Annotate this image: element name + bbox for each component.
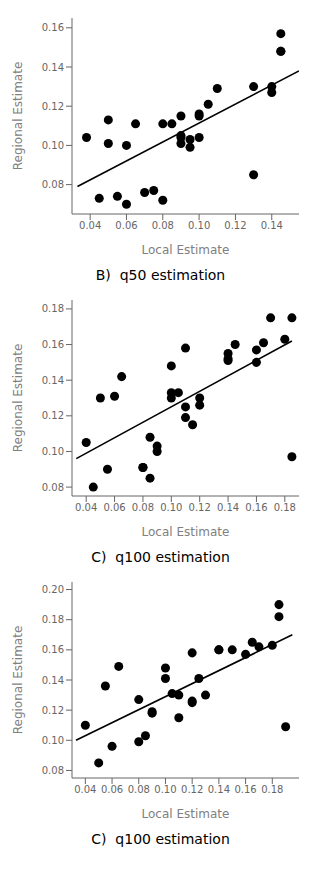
svg-text:0.18: 0.18 [261, 784, 283, 795]
svg-text:0.12: 0.12 [189, 502, 211, 513]
svg-text:0.04: 0.04 [75, 502, 97, 513]
svg-text:0.08: 0.08 [42, 765, 64, 776]
svg-text:Local Estimate: Local Estimate [142, 525, 230, 539]
svg-text:0.12: 0.12 [224, 220, 246, 231]
svg-text:Regional Estimate: Regional Estimate [11, 626, 25, 735]
svg-text:0.06: 0.06 [103, 502, 125, 513]
svg-text:0.08: 0.08 [132, 502, 154, 513]
svg-text:0.16: 0.16 [245, 502, 267, 513]
svg-text:Local Estimate: Local Estimate [142, 243, 230, 257]
svg-text:0.10: 0.10 [42, 735, 64, 746]
svg-text:0.18: 0.18 [274, 502, 296, 513]
svg-text:0.12: 0.12 [42, 101, 64, 112]
svg-text:0.16: 0.16 [42, 339, 64, 350]
svg-text:0.14: 0.14 [42, 62, 64, 73]
svg-text:0.10: 0.10 [160, 502, 182, 513]
svg-text:0.12: 0.12 [42, 705, 64, 716]
html-text:C) q100 estimation: C) q100 estimation [91, 831, 230, 847]
svg-text:0.06: 0.06 [101, 784, 123, 795]
svg-text:0.12: 0.12 [42, 410, 64, 421]
svg-text:Regional Estimate: Regional Estimate [11, 344, 25, 453]
svg-text:0.20: 0.20 [42, 584, 64, 595]
svg-text:0.08: 0.08 [128, 784, 150, 795]
svg-text:Regional Estimate: Regional Estimate [11, 62, 25, 171]
svg-text:0.08: 0.08 [42, 482, 64, 493]
svg-text:0.14: 0.14 [208, 784, 230, 795]
svg-text:0.14: 0.14 [42, 375, 64, 386]
svg-text:0.10: 0.10 [42, 140, 64, 151]
svg-text:0.14: 0.14 [217, 502, 239, 513]
svg-text:0.18: 0.18 [42, 303, 64, 314]
html-text:B) q50 estimation: B) q50 estimation [95, 267, 226, 283]
svg-text:0.08: 0.08 [152, 220, 174, 231]
svg-text:0.12: 0.12 [181, 784, 203, 795]
svg-text:0.10: 0.10 [188, 220, 210, 231]
svg-text:0.16: 0.16 [42, 22, 64, 33]
svg-text:0.16: 0.16 [234, 784, 256, 795]
svg-text:0.06: 0.06 [115, 220, 137, 231]
svg-text:0.10: 0.10 [154, 784, 176, 795]
svg-text:Local Estimate: Local Estimate [142, 807, 230, 821]
svg-text:0.18: 0.18 [42, 614, 64, 625]
svg-text:0.10: 0.10 [42, 446, 64, 457]
svg-text:0.08: 0.08 [42, 179, 64, 190]
svg-text:0.16: 0.16 [42, 644, 64, 655]
svg-text:0.04: 0.04 [79, 220, 101, 231]
svg-text:0.14: 0.14 [42, 675, 64, 686]
svg-text:0.14: 0.14 [261, 220, 283, 231]
svg-text:0.04: 0.04 [74, 784, 96, 795]
html-text:C) q100 estimation: C) q100 estimation [91, 549, 230, 565]
